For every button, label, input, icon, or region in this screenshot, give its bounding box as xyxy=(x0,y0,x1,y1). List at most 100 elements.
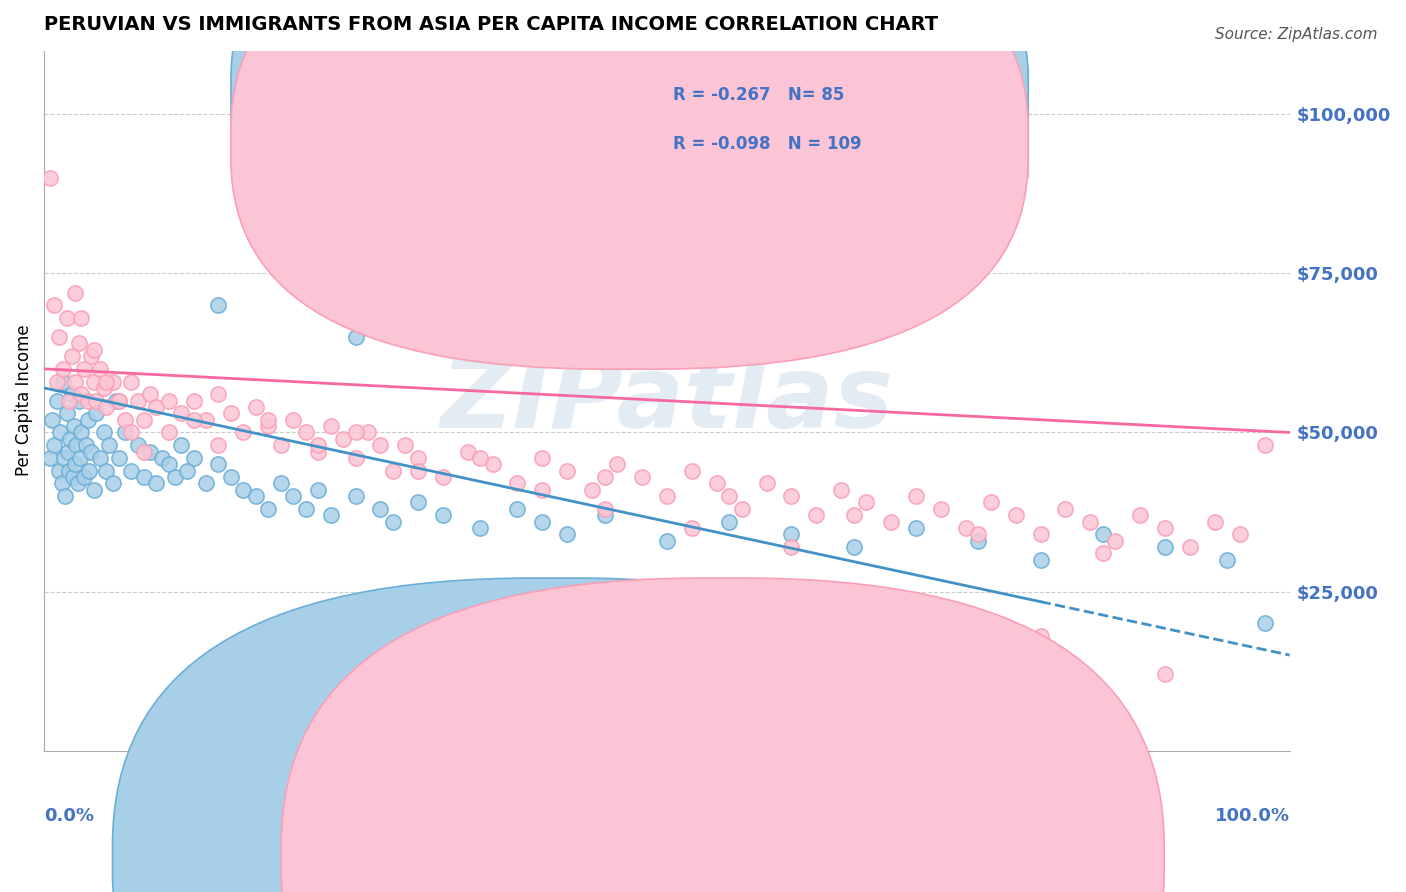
Point xyxy=(89,362,111,376)
Point xyxy=(77,464,100,478)
Point xyxy=(307,483,329,497)
Point xyxy=(706,476,728,491)
Point xyxy=(67,393,90,408)
Point xyxy=(83,375,105,389)
Point xyxy=(183,450,205,465)
Point xyxy=(406,495,429,509)
Point xyxy=(344,425,367,440)
Point xyxy=(52,375,75,389)
Point xyxy=(593,470,616,484)
Point xyxy=(730,501,752,516)
Point xyxy=(96,400,118,414)
Point xyxy=(294,425,316,440)
Point xyxy=(86,406,108,420)
FancyBboxPatch shape xyxy=(579,65,1028,177)
Point xyxy=(531,483,554,497)
Point xyxy=(53,489,76,503)
Point xyxy=(232,425,254,440)
Point xyxy=(506,476,529,491)
Point xyxy=(63,419,86,434)
Point xyxy=(780,489,803,503)
Point xyxy=(89,450,111,465)
Text: Source: ZipAtlas.com: Source: ZipAtlas.com xyxy=(1215,27,1378,42)
Text: 0.0%: 0.0% xyxy=(44,806,94,824)
Point xyxy=(170,406,193,420)
Point xyxy=(531,515,554,529)
Point xyxy=(170,438,193,452)
Point xyxy=(108,393,131,408)
Point xyxy=(83,483,105,497)
Point xyxy=(370,438,392,452)
Point xyxy=(139,444,162,458)
Point xyxy=(75,438,97,452)
Point xyxy=(101,375,124,389)
Point xyxy=(270,667,292,681)
Point xyxy=(270,476,292,491)
Point xyxy=(394,438,416,452)
Point xyxy=(163,470,186,484)
Point xyxy=(357,425,380,440)
Text: Peruvians: Peruvians xyxy=(583,850,665,868)
Point xyxy=(56,444,79,458)
Point xyxy=(80,349,103,363)
Point xyxy=(62,470,84,484)
Point xyxy=(73,362,96,376)
Point xyxy=(49,425,72,440)
Point xyxy=(245,400,267,414)
Point xyxy=(1129,508,1152,523)
Point xyxy=(655,489,678,503)
Point xyxy=(1254,616,1277,631)
Point xyxy=(432,470,454,484)
Point xyxy=(631,470,654,484)
Point xyxy=(344,330,367,344)
Point xyxy=(48,330,70,344)
Point xyxy=(55,406,77,420)
Point xyxy=(114,413,136,427)
Point xyxy=(58,393,80,408)
Point xyxy=(101,476,124,491)
Point xyxy=(176,464,198,478)
Text: ZIPatlas: ZIPatlas xyxy=(440,352,893,450)
Point xyxy=(183,413,205,427)
Point xyxy=(381,515,404,529)
Point xyxy=(93,381,115,395)
Point xyxy=(108,450,131,465)
Point xyxy=(59,432,82,446)
Point xyxy=(48,464,70,478)
Point xyxy=(86,393,108,408)
Point xyxy=(1154,667,1177,681)
Point xyxy=(980,495,1002,509)
Point xyxy=(531,450,554,465)
Point xyxy=(41,413,63,427)
Point xyxy=(65,375,87,389)
Point xyxy=(66,476,89,491)
Point xyxy=(283,413,305,427)
Point xyxy=(207,438,229,452)
Point xyxy=(780,527,803,541)
Point xyxy=(1104,533,1126,548)
Point xyxy=(96,464,118,478)
Text: 100.0%: 100.0% xyxy=(1215,806,1289,824)
FancyBboxPatch shape xyxy=(231,0,1028,320)
Point xyxy=(1216,552,1239,566)
Point xyxy=(42,438,65,452)
Point xyxy=(145,476,167,491)
Point xyxy=(65,458,87,472)
Point xyxy=(1054,501,1077,516)
Point xyxy=(905,648,928,662)
Point xyxy=(929,501,952,516)
Point xyxy=(681,521,703,535)
Point xyxy=(45,393,67,408)
Point xyxy=(468,450,491,465)
Point xyxy=(481,458,503,472)
Point xyxy=(1091,546,1114,560)
Point xyxy=(83,343,105,357)
Point xyxy=(257,413,280,427)
Point xyxy=(145,400,167,414)
Point xyxy=(76,413,98,427)
Point xyxy=(1091,527,1114,541)
Point xyxy=(319,419,342,434)
Point xyxy=(52,362,75,376)
Point xyxy=(93,425,115,440)
Point xyxy=(655,533,678,548)
